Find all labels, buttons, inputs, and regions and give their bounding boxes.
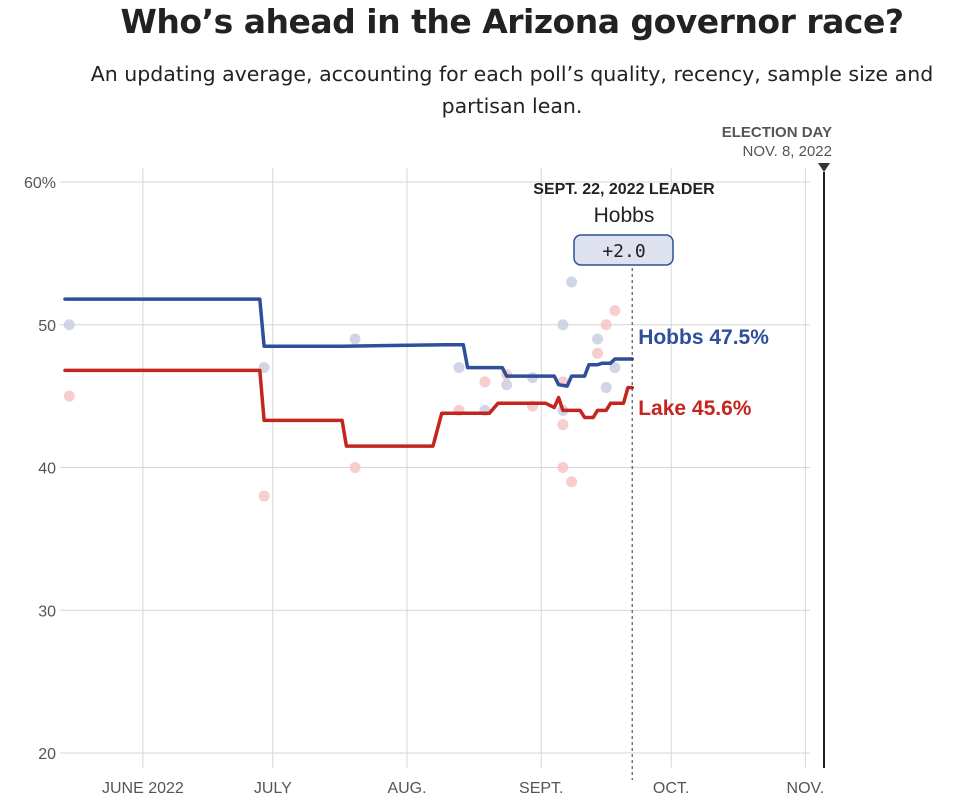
x-tick-label: OCT. bbox=[653, 780, 689, 797]
lake-poll-dot bbox=[479, 376, 491, 388]
chart-subtitle: An updating average, accounting for each… bbox=[90, 62, 934, 118]
x-tick-label: SEPT. bbox=[519, 780, 563, 797]
x-tick-label: NOV. bbox=[787, 780, 825, 797]
lake-poll-dot bbox=[349, 462, 361, 473]
leader-margin-value: +2.0 bbox=[602, 241, 645, 262]
hobbs-poll-dot bbox=[63, 319, 75, 331]
y-tick-label: 40 bbox=[38, 461, 56, 478]
leader-margin-box bbox=[573, 234, 674, 266]
leader-callout: SEPT. 22, 2022 LEADER Hobbs +2.0 bbox=[533, 181, 715, 266]
x-tick-label: JUNE 2022 bbox=[102, 780, 184, 797]
x-tick-label: JULY bbox=[254, 780, 292, 797]
election-day-label: ELECTION DAY bbox=[722, 124, 832, 141]
date-markers: ELECTION DAY NOV. 8, 2022 bbox=[631, 124, 832, 780]
hobbs-average-line bbox=[63, 297, 634, 388]
leader-name: Hobbs bbox=[594, 204, 655, 227]
lake-poll-dot bbox=[63, 390, 75, 402]
hobbs-poll-dot bbox=[557, 319, 569, 331]
hobbs-poll-dot bbox=[592, 333, 604, 345]
lake-poll-dot bbox=[600, 319, 612, 331]
lake-poll-dot bbox=[557, 419, 569, 431]
hobbs-poll-dot bbox=[349, 333, 361, 345]
lake-poll-dot bbox=[258, 490, 270, 502]
y-tick-label: 20 bbox=[38, 746, 56, 763]
leader-date-label: SEPT. 22, 2022 LEADER bbox=[533, 181, 715, 198]
chart-title: Who’s ahead in the Arizona governor race… bbox=[120, 2, 904, 41]
hobbs-poll-dot bbox=[501, 379, 513, 391]
y-axis-labels: 60% 50 40 30 20 bbox=[24, 175, 56, 763]
election-day-date: NOV. 8, 2022 bbox=[742, 143, 832, 160]
series-end-labels: Hobbs 47.5% Lake 45.6% bbox=[638, 326, 769, 420]
y-tick-label: 60% bbox=[24, 175, 56, 192]
lake-end-label: Lake 45.6% bbox=[638, 397, 752, 420]
hobbs-poll-dot bbox=[566, 276, 578, 288]
hobbs-poll-dot bbox=[609, 362, 621, 374]
hobbs-end-label: Hobbs 47.5% bbox=[638, 326, 769, 349]
lake-average-line bbox=[63, 368, 634, 448]
x-tick-label: AUG. bbox=[387, 780, 426, 797]
y-tick-label: 50 bbox=[38, 318, 56, 335]
horizontal-gridlines bbox=[60, 181, 810, 754]
x-axis-labels: JUNE 2022 JULY AUG. SEPT. OCT. NOV. bbox=[102, 780, 824, 797]
hobbs-poll-dot bbox=[453, 362, 465, 374]
lake-poll-dot bbox=[566, 476, 578, 488]
y-tick-label: 30 bbox=[38, 603, 56, 620]
lake-poll-dot bbox=[609, 304, 621, 316]
hobbs-poll-dot bbox=[600, 382, 612, 394]
election-day-arrow-icon bbox=[818, 163, 830, 172]
lake-poll-dot bbox=[557, 462, 569, 473]
lake-poll-dot bbox=[592, 347, 604, 359]
average-lines bbox=[63, 297, 634, 448]
vertical-gridlines bbox=[142, 168, 806, 768]
